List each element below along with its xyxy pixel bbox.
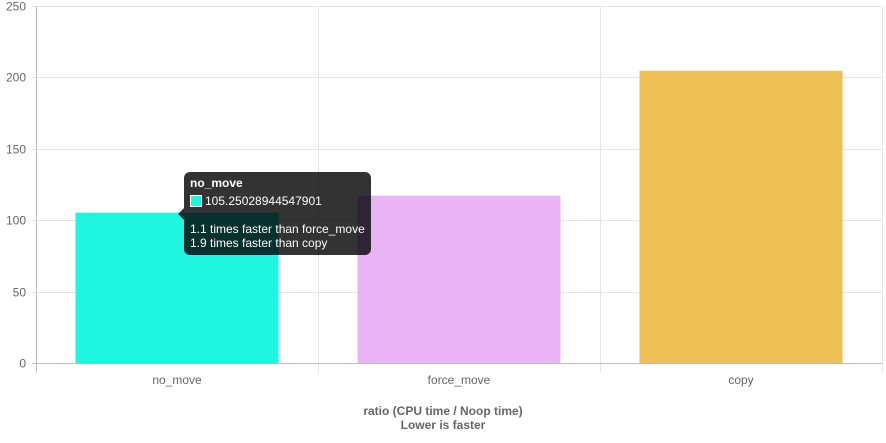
tooltip-color-swatch [190,195,202,207]
axes [32,6,882,373]
x-tick-labels: no_move force_move copy [152,373,753,387]
y-tick-label: 150 [6,143,26,157]
tooltip-footer-line-1: 1.1 times faster than force_move [190,222,365,236]
tooltip: no_move 105.25028944547901 1.1 times fas… [178,172,371,255]
x-axis-title-line-2: Lower is faster [401,418,486,432]
x-tick-label-copy: copy [728,373,753,387]
x-tick-label-no_move: no_move [152,373,202,387]
y-tick-labels: 0 50 100 150 200 250 [6,0,26,371]
y-tick-label: 250 [6,0,26,14]
y-tick-label: 100 [6,214,26,228]
tooltip-title: no_move [190,176,243,190]
y-tick-label: 200 [6,71,26,85]
y-tick-label: 0 [19,357,26,371]
tooltip-footer-line-2: 1.9 times faster than copy [190,236,328,250]
x-tick-label-force_move: force_move [428,373,491,387]
tooltip-footer: 1.1 times faster than force_move 1.9 tim… [190,222,365,250]
bar-force_move[interactable] [357,195,561,363]
y-tick-label: 50 [13,286,27,300]
tooltip-value-row: 105.25028944547901 [190,194,365,208]
bar-copy[interactable] [639,70,843,363]
tooltip-value: 105.25028944547901 [205,194,322,208]
x-axis-title-line-1: ratio (CPU time / Noop time) [363,404,522,418]
